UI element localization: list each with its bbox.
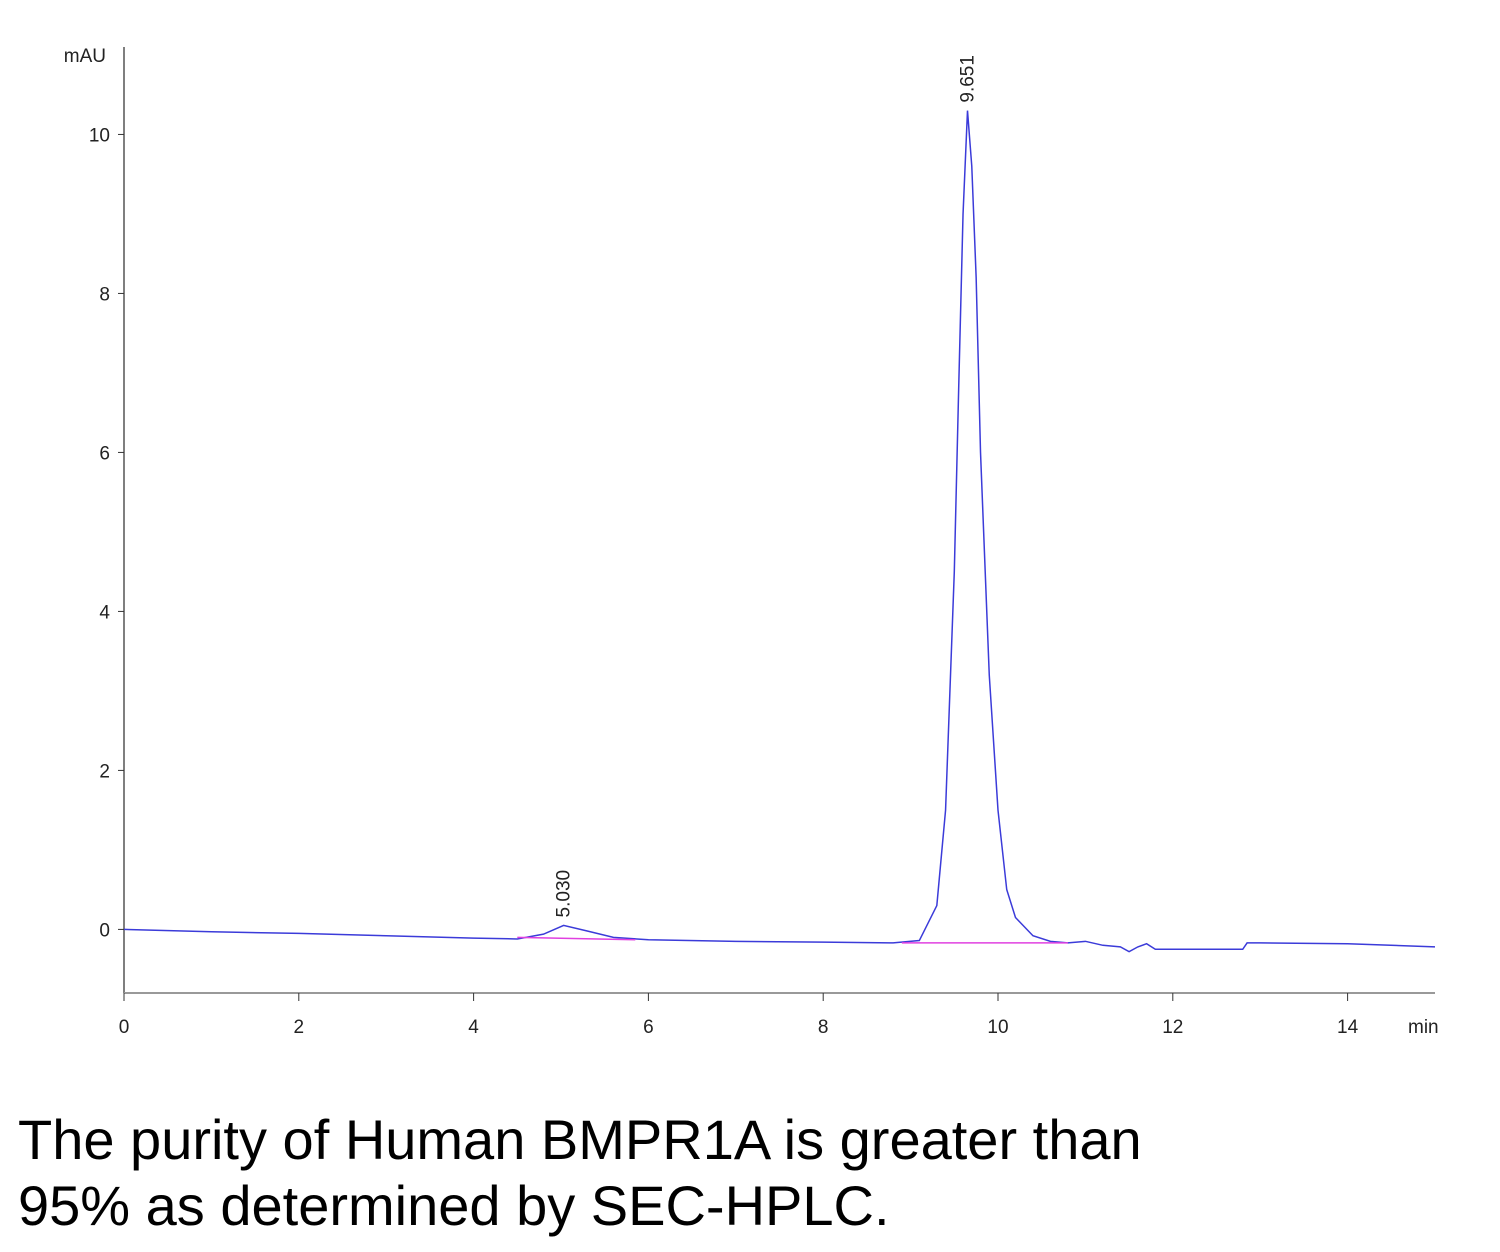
caption-line: 95% as determined by SEC-HPLC. — [18, 1174, 890, 1237]
caption-line: The purity of Human BMPR1A is greater th… — [18, 1108, 1142, 1171]
x-tick-label: 4 — [468, 1017, 479, 1038]
x-tick-label: 0 — [119, 1017, 130, 1038]
y-tick-label: 4 — [99, 602, 110, 623]
y-tick-label: 10 — [89, 125, 110, 146]
y-tick-label: 6 — [99, 443, 110, 464]
x-axis-label: min — [1408, 1017, 1439, 1038]
peak-label: 5.030 — [554, 870, 575, 918]
x-tick-label: 12 — [1162, 1017, 1183, 1038]
y-axis-label: mAU — [64, 46, 106, 67]
y-tick-label: 8 — [99, 284, 110, 305]
peak-label: 9.651 — [957, 55, 978, 103]
x-tick-label: 14 — [1337, 1017, 1359, 1038]
chart: mAU min 0 2 4 6 8 10 0 2 4 6 8 10 12 14 5.030 9.651 — [64, 46, 1439, 1038]
x-tick-label: 10 — [987, 1017, 1008, 1038]
y-tick-label: 0 — [99, 920, 110, 941]
x-tick-label: 2 — [294, 1017, 305, 1038]
x-tick-label: 6 — [643, 1017, 654, 1038]
trace — [517, 936, 636, 941]
y-tick-label: 2 — [99, 761, 110, 782]
x-tick-label: 8 — [818, 1017, 829, 1038]
trace — [123, 110, 1436, 953]
